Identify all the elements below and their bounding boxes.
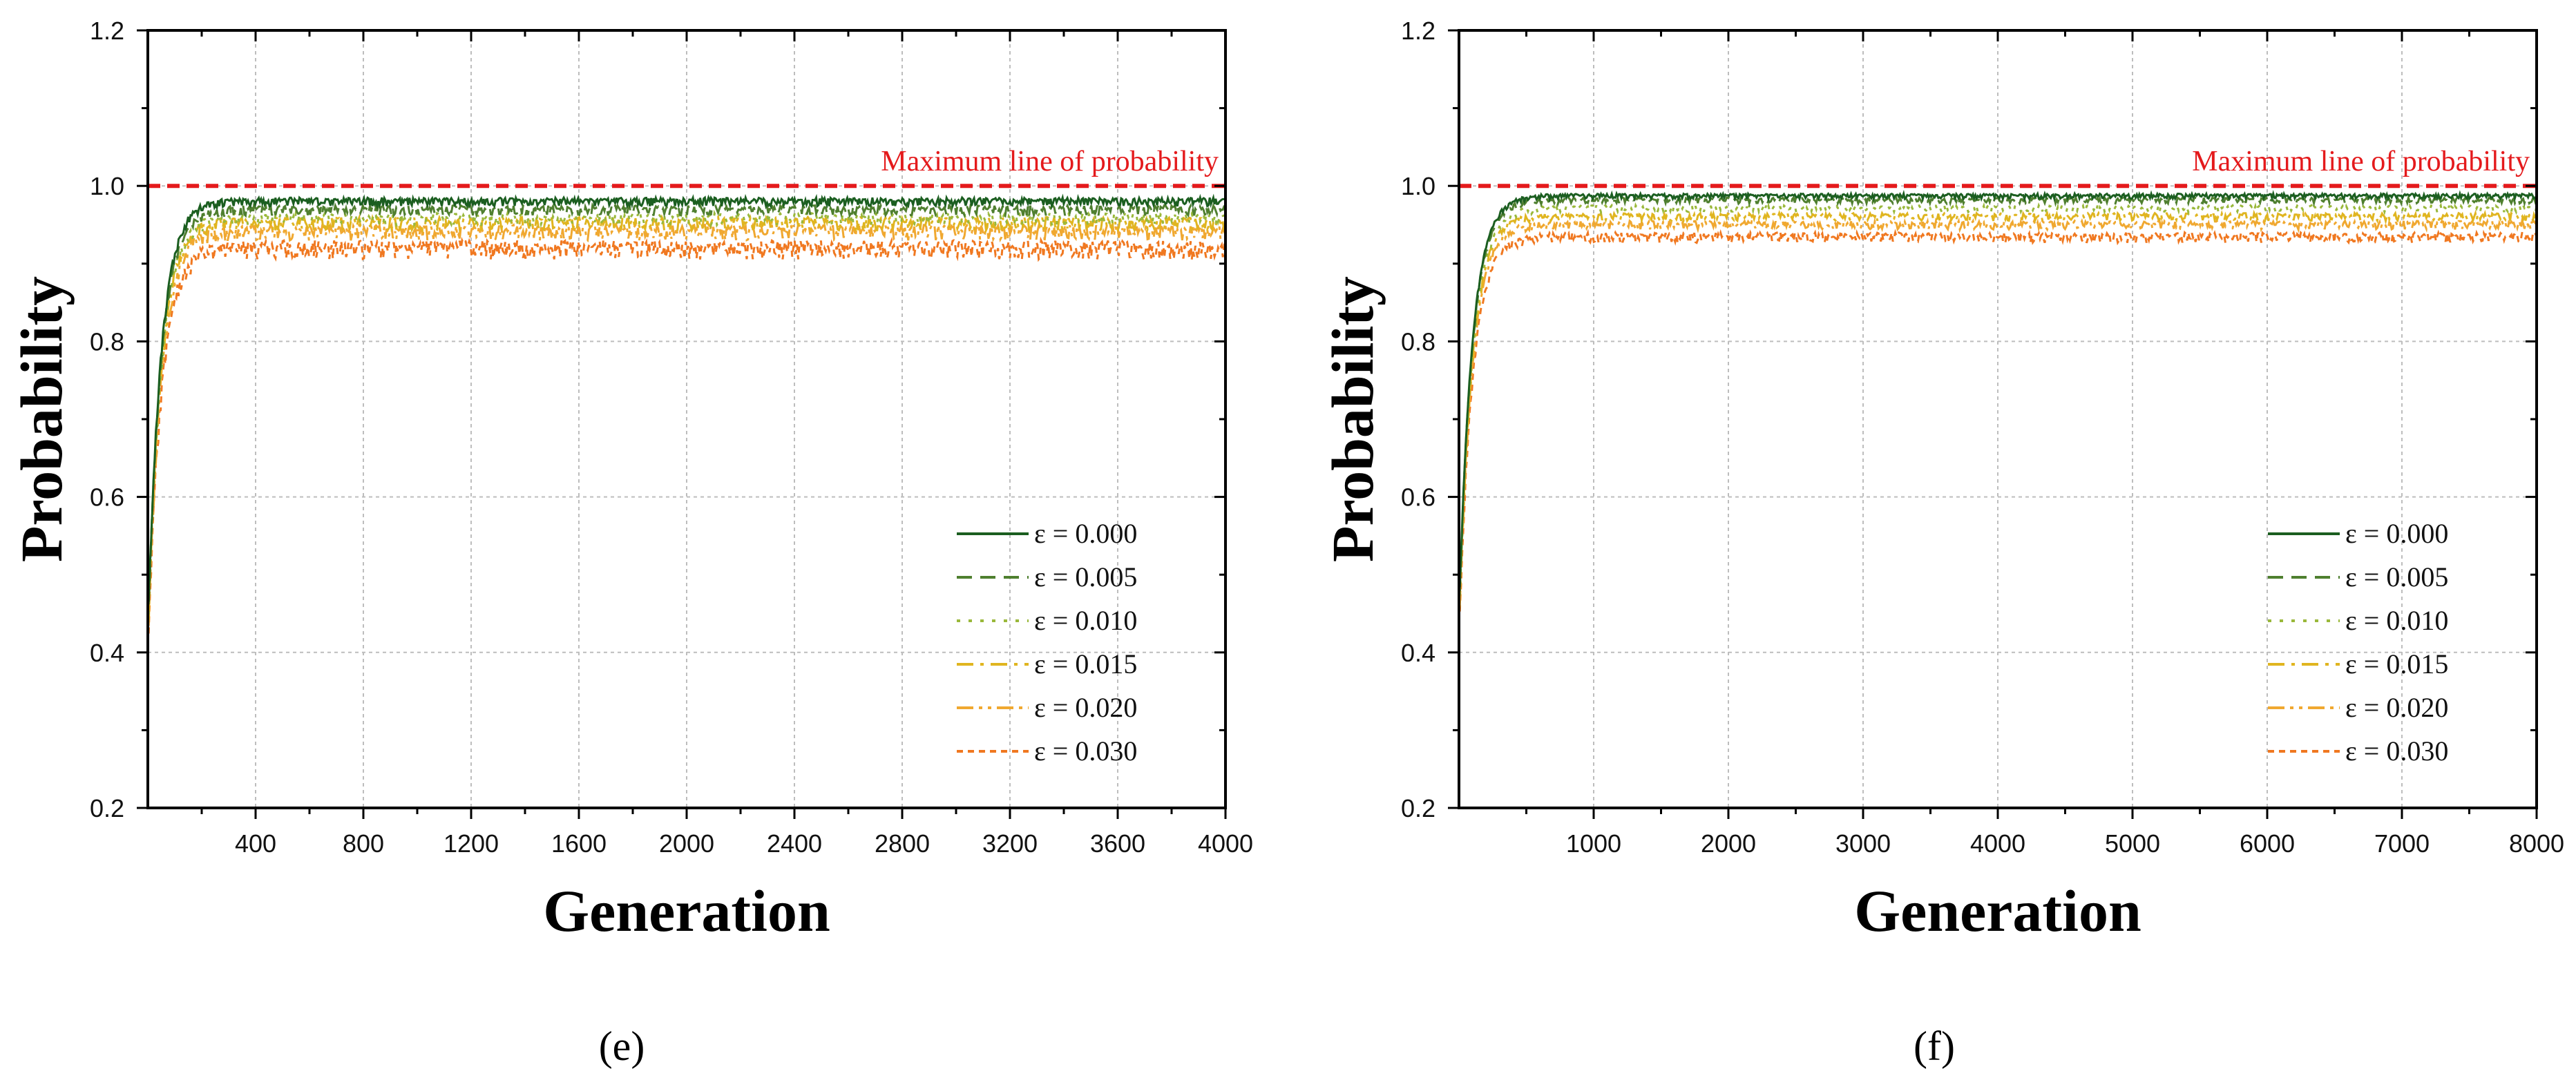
y-tick-label: 1.0 <box>1401 172 1435 200</box>
legend-label: ε = 0.010 <box>2345 605 2448 636</box>
legend-label: ε = 0.015 <box>2345 648 2448 679</box>
series-line <box>148 201 1225 605</box>
legend-label: ε = 0.000 <box>1034 518 1137 549</box>
x-tick-label: 1600 <box>551 829 607 858</box>
legend-label: ε = 0.030 <box>1034 735 1137 766</box>
max-probability-label: Maximum line of probability <box>881 146 1219 177</box>
x-tick-label: 6000 <box>2240 829 2295 858</box>
x-tick-label: 800 <box>343 829 384 858</box>
series-line <box>1459 229 2537 612</box>
legend: ε = 0.000 ε = 0.005 ε = 0.010 ε = 0.015 ε = … <box>957 518 1137 766</box>
chart-panel-f: Maximum line of probability 1000 2000 3000 4… <box>1319 17 2564 1069</box>
y-tick-label: 1.0 <box>90 172 124 200</box>
x-tick-label: 3200 <box>982 829 1038 858</box>
legend-label: ε = 0.005 <box>2345 561 2448 592</box>
y-tick-label: 0.8 <box>90 327 124 356</box>
legend-label: ε = 0.030 <box>2345 735 2448 766</box>
series-group <box>148 193 1225 634</box>
legend-label: ε = 0.020 <box>2345 692 2448 723</box>
x-tick-label: 1000 <box>1566 829 1621 858</box>
y-tick-label: 1.2 <box>1401 17 1435 45</box>
x-tick-label: 4000 <box>1198 829 1253 858</box>
x-tick-label: 2000 <box>1701 829 1756 858</box>
x-tick-label: 2800 <box>875 829 930 858</box>
x-tick-label: 4000 <box>1970 829 2025 858</box>
legend-label: ε = 0.010 <box>1034 605 1137 636</box>
x-tick-label: 5000 <box>2105 829 2160 858</box>
legend-label: ε = 0.005 <box>1034 561 1137 592</box>
y-tick-label: 0.6 <box>1401 483 1435 512</box>
y-axis-title: Probability <box>8 276 75 562</box>
y-tick-label: 0.4 <box>90 639 124 667</box>
legend-label: ε = 0.015 <box>1034 648 1137 679</box>
series-line <box>1459 209 2537 597</box>
y-tick-label: 0.2 <box>90 794 124 822</box>
x-tick-label: 8000 <box>2509 829 2564 858</box>
x-tick-label: 1200 <box>443 829 499 858</box>
panel-label: (f) <box>1914 1023 1955 1069</box>
x-axis-title: Generation <box>1854 878 2141 944</box>
series-line <box>148 213 1225 620</box>
y-tick-label: 0.2 <box>1401 794 1435 822</box>
y-axis-title: Probability <box>1319 276 1386 562</box>
legend-label: ε = 0.000 <box>2345 518 2448 549</box>
x-tick-label: 7000 <box>2374 829 2430 858</box>
x-axis-title: Generation <box>543 878 830 944</box>
y-tick-label: 0.8 <box>1401 327 1435 356</box>
x-tick-label: 3600 <box>1090 829 1145 858</box>
legend: ε = 0.000 ε = 0.005 ε = 0.010 ε = 0.015 ε = … <box>2268 518 2448 766</box>
series-group <box>1459 189 2537 612</box>
y-tick-label: 0.4 <box>1401 639 1435 667</box>
max-probability-label: Maximum line of probability <box>2192 146 2530 177</box>
x-tick-label: 3000 <box>1835 829 1891 858</box>
legend-label: ε = 0.020 <box>1034 692 1137 723</box>
chart-panel-e: Maximum line of probability 400 800 1200 160… <box>8 17 1253 1069</box>
panel-label: (e) <box>599 1023 645 1069</box>
y-tick-label: 1.2 <box>90 17 124 45</box>
series-line <box>1459 189 2537 588</box>
x-tick-label: 2000 <box>659 829 714 858</box>
x-tick-label: 2400 <box>767 829 822 858</box>
y-tick-label: 0.6 <box>90 483 124 512</box>
x-tick-label: 400 <box>235 829 276 858</box>
series-line <box>148 193 1225 602</box>
series-line <box>148 236 1225 634</box>
